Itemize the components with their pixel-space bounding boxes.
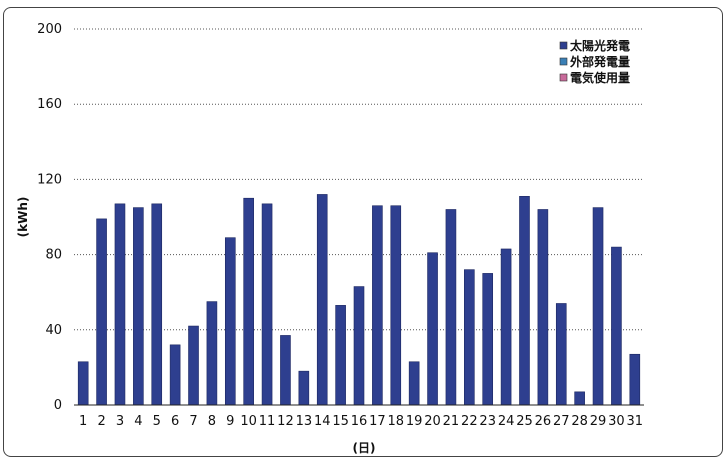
bar-day-21: [445, 209, 457, 406]
x-tick-label: 5: [153, 414, 161, 429]
bar-day-30: [611, 246, 622, 406]
x-tick-label: 30: [608, 414, 625, 429]
x-tick-label: 21: [443, 414, 460, 429]
x-tick-label: 15: [332, 414, 349, 429]
y-tick-label: 120: [37, 172, 62, 187]
bar-day-8: [206, 301, 218, 406]
x-tick-label: 20: [424, 414, 441, 429]
y-tick-label: 80: [45, 248, 62, 263]
bar-day-4: [133, 207, 144, 406]
x-tick-label: 3: [116, 414, 124, 429]
x-tick-label: 24: [498, 414, 515, 429]
bar-day-16: [353, 286, 365, 406]
bar-day-18: [390, 205, 402, 406]
y-tick-labels: 0 40 80 120 160 200: [37, 22, 62, 413]
x-tick-label: 25: [516, 414, 533, 429]
x-tick-label: 8: [208, 414, 216, 429]
bar-day-9: [224, 237, 236, 406]
legend-swatch: [559, 41, 568, 50]
x-tick-label: 22: [461, 414, 478, 429]
y-axis-label: (kWh): [16, 197, 30, 238]
bar-day-29: [592, 207, 604, 406]
x-tick-label: 26: [535, 414, 552, 429]
y-tick-label: 40: [45, 323, 62, 338]
bar-day-19: [408, 361, 420, 406]
bar-day-11: [261, 203, 273, 406]
bar-day-15: [335, 305, 346, 406]
bar-day-7: [188, 325, 199, 406]
x-tick-label: 28: [571, 414, 588, 429]
x-tick-label: 6: [171, 414, 179, 429]
x-tick-label: 7: [189, 414, 197, 429]
y-tick-label: 0: [54, 398, 62, 413]
x-tick-label: 9: [226, 414, 234, 429]
legend-swatch: [559, 73, 568, 82]
x-tick-label: 4: [134, 414, 142, 429]
bar-day-31: [629, 353, 641, 406]
bar-day-17: [372, 205, 383, 406]
bar-day-23: [482, 273, 494, 406]
bar-day-26: [537, 209, 549, 406]
bar-day-25: [519, 196, 530, 406]
y-tick-label: 200: [37, 22, 62, 37]
bar-day-27: [555, 303, 567, 406]
x-tick-label: 2: [97, 414, 105, 429]
bars: [77, 194, 641, 406]
x-tick-label: 14: [314, 414, 331, 429]
bar-day-14: [316, 194, 328, 406]
bar-day-24: [500, 248, 512, 406]
bar-day-1: [77, 361, 89, 406]
x-tick-labels: 1 2 3 4 5 6 7 8 9 10 11 12 13 14 15 16 17 18 19 20 21 22 23 24 2…: [79, 414, 643, 429]
bar-day-13: [298, 370, 310, 406]
x-tick-label: 16: [351, 414, 368, 429]
legend-label: 外部発電量: [570, 54, 630, 69]
y-tick-label: 160: [37, 97, 62, 112]
x-tick-label: 13: [296, 414, 313, 429]
bar-day-3: [114, 203, 126, 406]
x-tick-label: 27: [553, 414, 570, 429]
x-tick-label: 19: [406, 414, 423, 429]
bar-day-12: [280, 335, 291, 406]
legend-label: 電気使用量: [570, 70, 630, 85]
bar-day-22: [464, 269, 475, 406]
bar-day-6: [169, 344, 181, 406]
legend-swatch: [559, 57, 568, 66]
bar-day-5: [151, 203, 163, 406]
x-tick-label: 23: [479, 414, 496, 429]
x-tick-label: 17: [369, 414, 386, 429]
bar-day-20: [427, 252, 438, 406]
bar-day-2: [96, 218, 107, 406]
bar-day-10: [243, 197, 254, 406]
legend-label: 太陽光発電: [570, 38, 630, 53]
x-axis-label: (日): [353, 441, 376, 455]
x-tick-label: 31: [627, 414, 644, 429]
x-tick-label: 18: [388, 414, 405, 429]
x-tick-label: 12: [277, 414, 294, 429]
x-tick-label: 29: [590, 414, 607, 429]
bar-day-28: [574, 391, 585, 406]
x-tick-label: 1: [79, 414, 87, 429]
x-tick-label: 10: [240, 414, 257, 429]
x-tick-label: 11: [259, 414, 276, 429]
